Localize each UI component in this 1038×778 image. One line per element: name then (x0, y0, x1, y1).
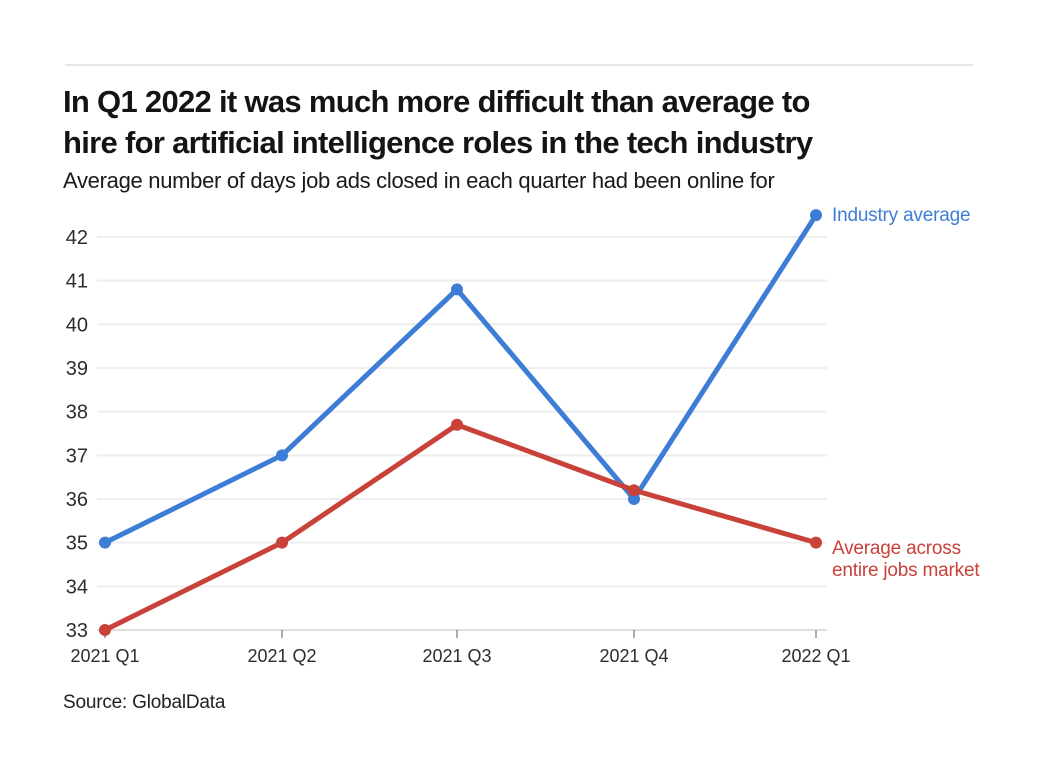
series-line-0 (102, 212, 819, 546)
top-divider (65, 64, 973, 66)
x-tick-label: 2021 Q2 (247, 646, 316, 666)
chart-title-line-2: hire for artificial intelligence roles i… (63, 125, 813, 160)
y-tick-label: 42 (66, 227, 88, 249)
series-label-industry-average: Industry average (832, 205, 971, 227)
data-point-marker (276, 449, 288, 462)
series-label-jobs-market: Average across entire jobs market (832, 537, 980, 582)
data-point-marker (628, 484, 640, 497)
data-point-marker (451, 418, 463, 431)
series-label-line: Industry average (832, 205, 971, 227)
data-point-marker (810, 536, 822, 549)
y-tick-label: 37 (66, 445, 88, 467)
y-tick-label: 41 (66, 271, 88, 293)
x-tick-label: 2021 Q3 (422, 646, 491, 666)
data-point-marker (276, 536, 288, 549)
data-point-marker (810, 209, 822, 222)
series-label-line: entire jobs market (832, 559, 980, 581)
y-tick-label: 34 (66, 576, 88, 598)
x-tick-label: 2022 Q1 (781, 646, 850, 666)
data-point-marker (628, 492, 640, 505)
data-point-marker (99, 536, 111, 549)
y-tick-label: 33 (66, 620, 88, 642)
chart-title-line-1: In Q1 2022 it was much more difficult th… (63, 84, 810, 119)
chart-subtitle: Average number of days job ads closed in… (63, 168, 775, 193)
series-label-line: Average across (832, 537, 961, 559)
y-tick-label: 38 (66, 402, 88, 424)
y-tick-label: 39 (66, 358, 88, 380)
data-point-marker (99, 624, 111, 636)
chart-title: In Q1 2022 it was much more difficult th… (63, 81, 1023, 163)
data-point-marker (451, 283, 463, 296)
x-tick-label: 2021 Q4 (599, 646, 668, 666)
source-note: Source: GlobalData (63, 692, 226, 713)
y-tick-label: 36 (66, 489, 88, 511)
y-tick-label: 35 (66, 533, 88, 555)
x-tick-label: 2021 Q1 (70, 646, 139, 666)
y-tick-label: 40 (66, 314, 88, 336)
